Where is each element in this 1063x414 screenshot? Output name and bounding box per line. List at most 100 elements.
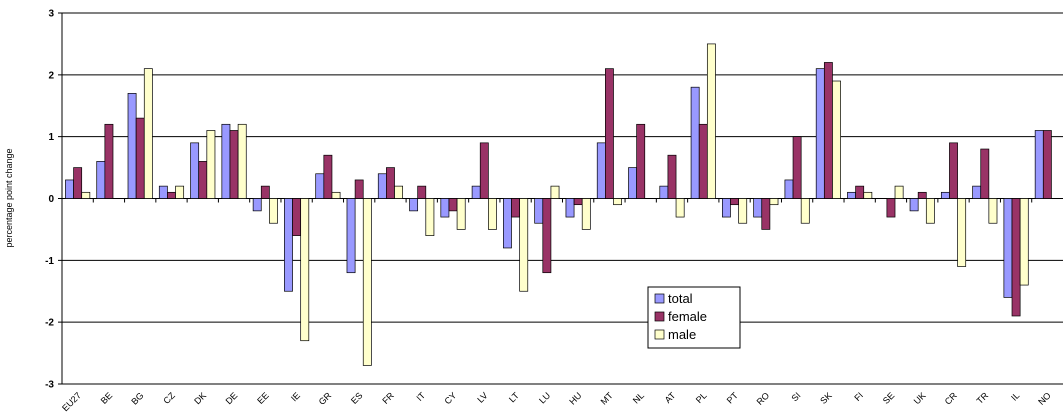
bar	[269, 198, 278, 224]
bar	[135, 117, 145, 199]
bar	[252, 198, 262, 212]
x-tick-label: SI	[789, 390, 802, 403]
legend-label: female	[668, 309, 707, 324]
x-tick-label: IT	[414, 390, 427, 403]
bar	[377, 173, 387, 199]
bar	[596, 142, 606, 199]
x-tick-label: CY	[443, 390, 459, 406]
x-tick-label: LU	[537, 390, 552, 405]
bar	[1019, 198, 1029, 286]
bar	[300, 198, 310, 342]
x-tick-label: UK	[912, 390, 928, 406]
bar	[800, 198, 810, 224]
bar	[675, 198, 685, 218]
x-tick-label: FI	[852, 390, 865, 403]
bar	[753, 198, 763, 218]
bar	[761, 198, 771, 230]
bar	[823, 62, 833, 199]
bar	[957, 198, 967, 267]
x-tick-label: ES	[349, 390, 365, 406]
bar	[909, 198, 919, 212]
bar	[65, 179, 74, 199]
x-tick-label: RO	[755, 390, 772, 407]
bar	[292, 198, 302, 236]
bar	[511, 198, 520, 218]
x-tick-label: MT	[599, 390, 616, 407]
bar	[667, 154, 677, 199]
x-tick-label: HU	[567, 390, 583, 406]
legend-label: total	[668, 291, 693, 306]
bar	[73, 167, 83, 199]
x-tick-label: BG	[129, 390, 145, 406]
bar	[237, 123, 247, 199]
bar	[175, 185, 185, 199]
x-tick-label: CZ	[161, 390, 177, 406]
legend: total female male	[647, 286, 741, 349]
y-tick-label: -3	[45, 380, 54, 391]
x-tick-label: PL	[694, 390, 709, 405]
bar	[894, 185, 904, 199]
bar	[940, 191, 950, 199]
x-tick-label: LT	[507, 390, 521, 404]
x-tick-label: NL	[631, 390, 646, 405]
bar	[1011, 198, 1021, 317]
bar	[738, 198, 748, 224]
bar	[284, 198, 293, 292]
bar	[847, 191, 856, 199]
bar	[143, 68, 153, 199]
y-tick-label: 1	[48, 132, 54, 143]
bar	[394, 185, 404, 199]
bar	[613, 198, 622, 206]
bar	[690, 86, 700, 199]
bar	[628, 167, 637, 199]
x-tick-label: EU27	[60, 390, 83, 413]
bar	[534, 198, 544, 224]
bar	[104, 123, 114, 199]
bar	[190, 142, 200, 199]
bar	[315, 173, 325, 199]
legend-swatch	[654, 329, 665, 340]
x-tick-label: EE	[255, 390, 271, 406]
bar	[949, 142, 958, 199]
bar	[323, 154, 333, 199]
bar	[409, 198, 419, 212]
bar	[503, 198, 512, 249]
x-tick-label: SE	[881, 390, 897, 406]
bar	[988, 198, 998, 224]
bar	[479, 142, 489, 199]
y-tick-label: 0	[48, 194, 54, 205]
bar	[769, 198, 779, 206]
bar	[81, 191, 91, 199]
bar	[581, 198, 591, 230]
bar	[471, 185, 481, 199]
bar	[127, 93, 137, 199]
y-tick-label: -1	[45, 256, 54, 267]
bar	[792, 136, 802, 199]
x-tick-label: FR	[380, 390, 396, 406]
x-tick-label: AT	[663, 390, 678, 405]
x-tick-label: DK	[192, 390, 208, 406]
bar	[542, 198, 552, 274]
bar	[425, 198, 435, 236]
bar	[346, 198, 356, 274]
bar	[917, 191, 927, 199]
bar	[925, 198, 935, 224]
x-tick-label: NO	[1036, 390, 1053, 407]
bar	[362, 198, 372, 366]
y-tick-label: 2	[48, 70, 54, 81]
bar	[440, 198, 450, 218]
bar	[417, 185, 427, 199]
bar	[96, 161, 106, 199]
bar	[1034, 130, 1044, 199]
bar	[206, 130, 216, 199]
bar	[488, 198, 497, 230]
bar	[1003, 198, 1013, 298]
bar	[386, 167, 395, 199]
bar	[832, 80, 841, 199]
bar	[158, 185, 168, 199]
bar	[550, 185, 560, 199]
legend-swatch	[654, 311, 665, 322]
x-tick-label: TR	[975, 390, 991, 406]
bar	[730, 198, 739, 206]
